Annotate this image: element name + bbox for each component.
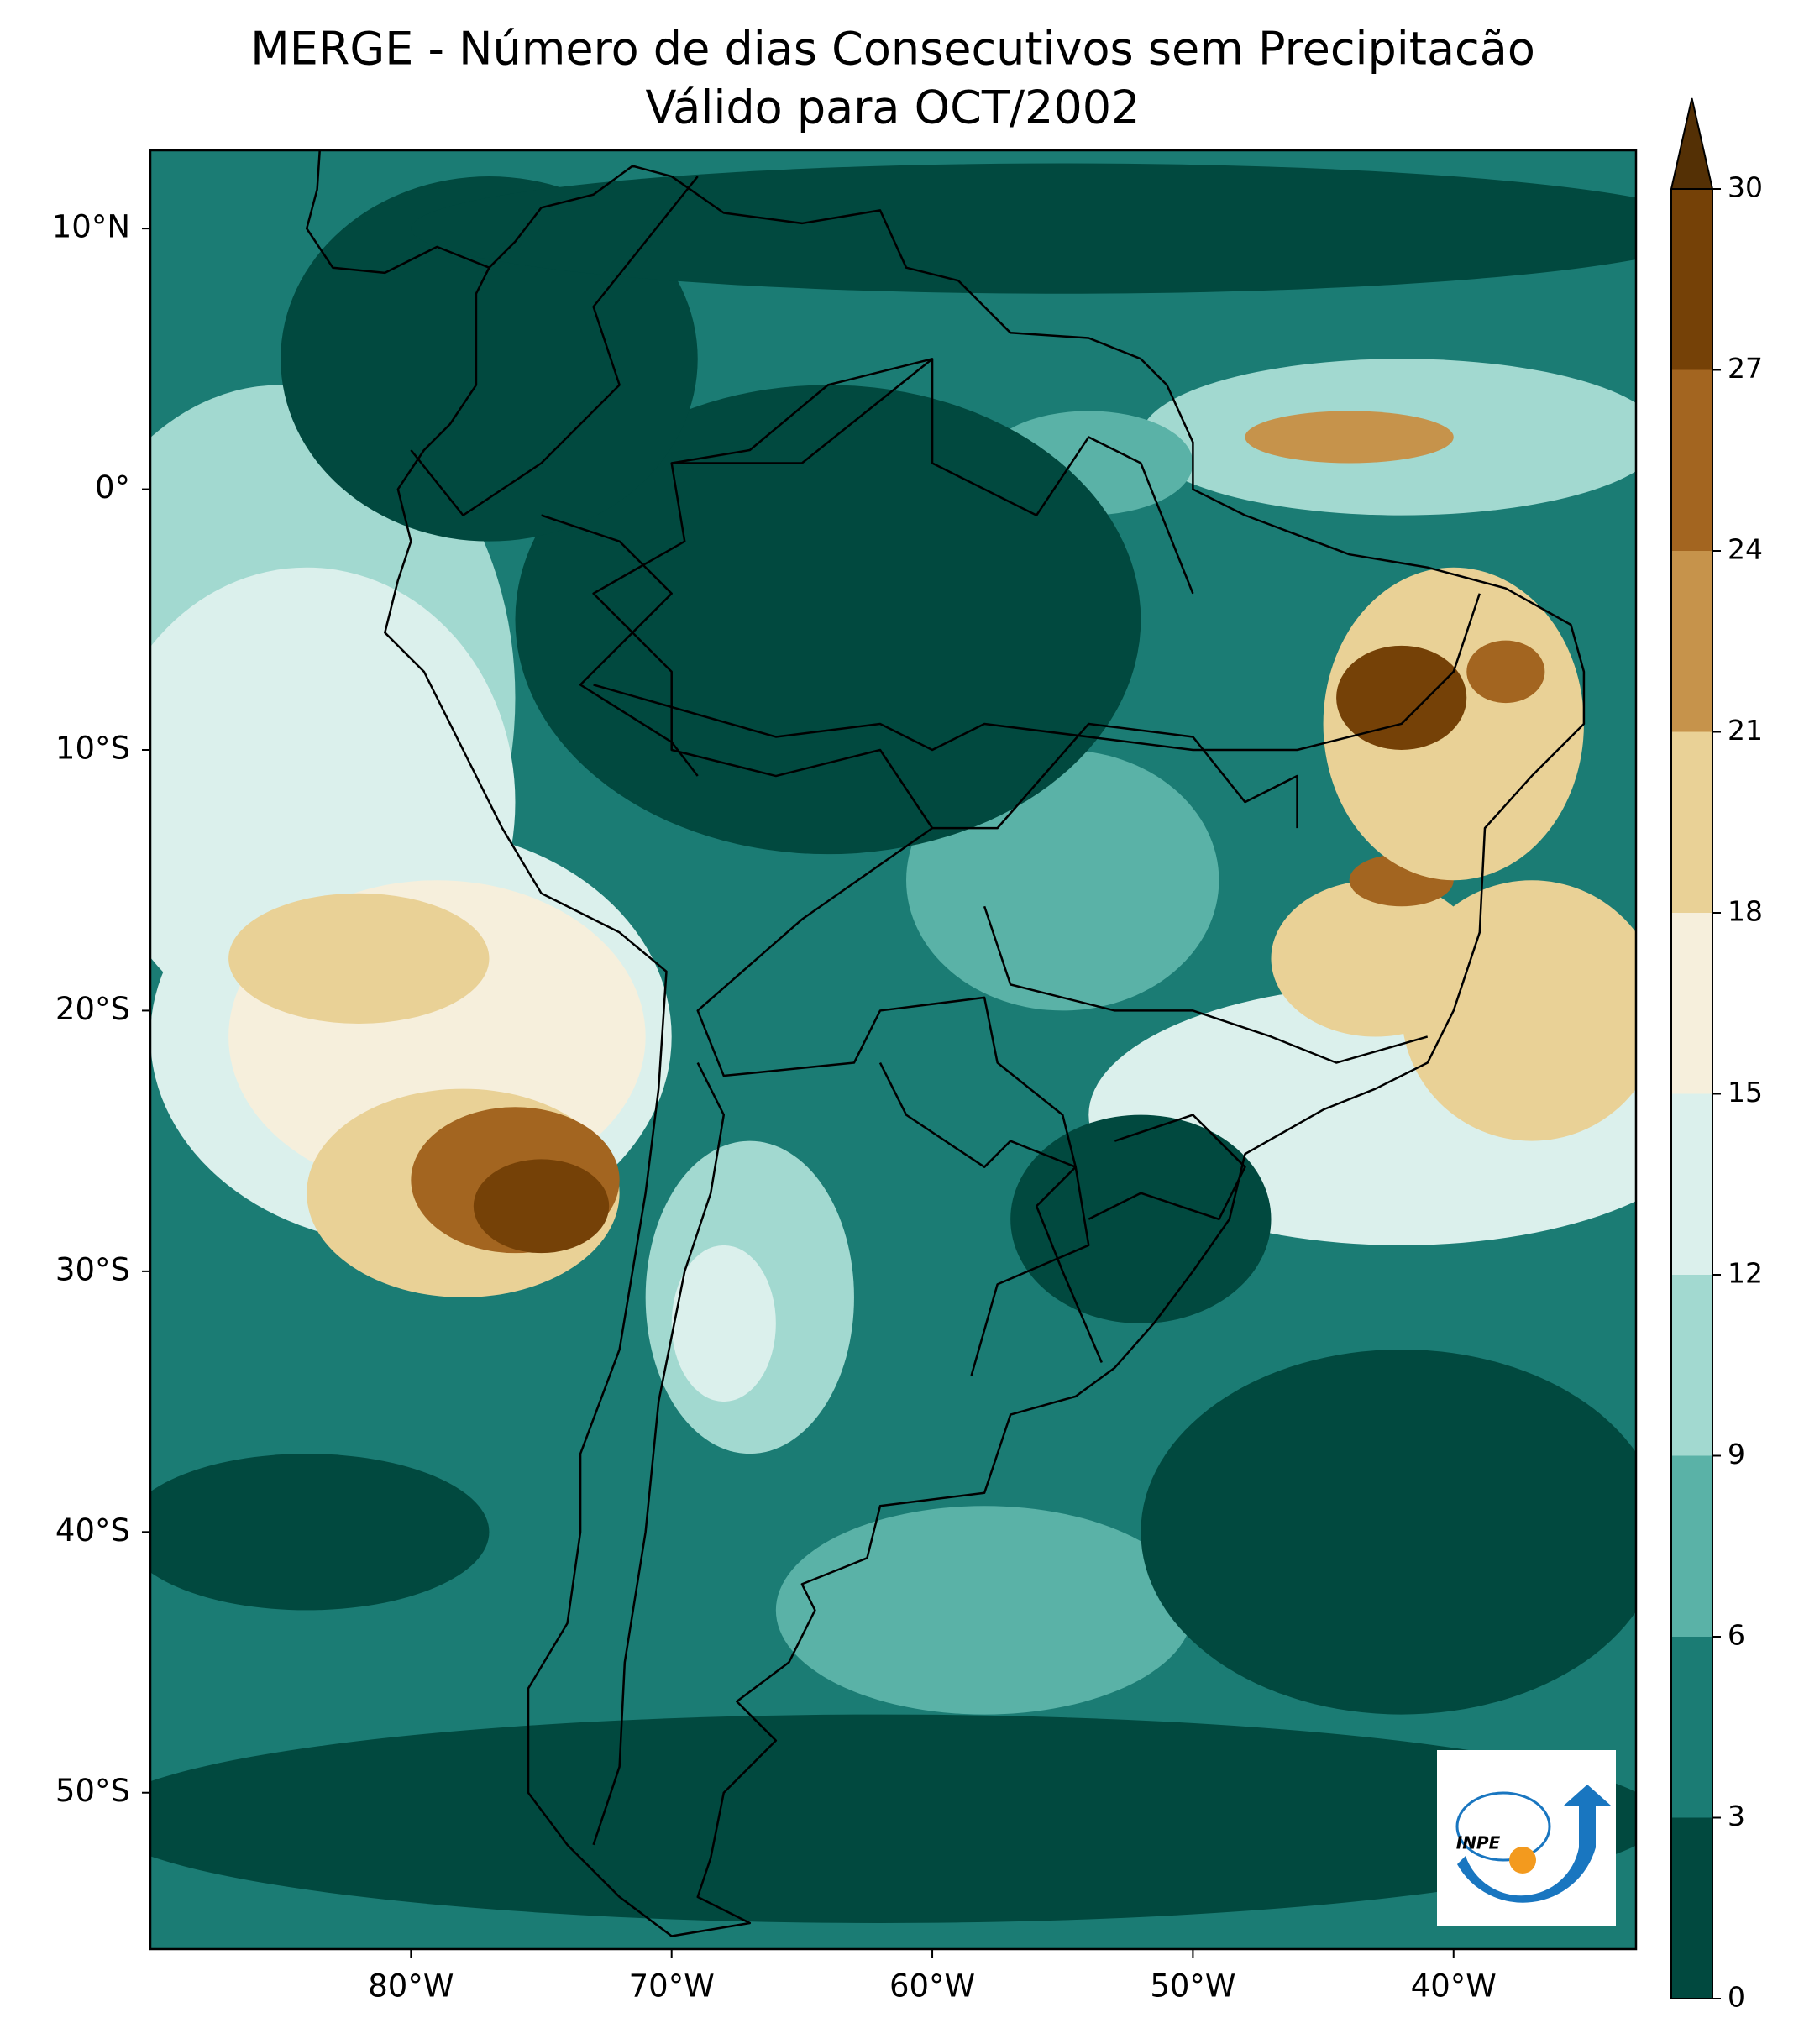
colorbar-tick-label: 9 bbox=[1728, 1438, 1745, 1470]
field-patch bbox=[1245, 411, 1454, 464]
colorbar-segment bbox=[1671, 1817, 1712, 1999]
border bbox=[984, 906, 1428, 1062]
logo-text: INPE bbox=[1456, 1833, 1501, 1853]
colorbar-tick-label: 21 bbox=[1728, 714, 1763, 747]
colorbar-segment bbox=[1671, 1093, 1712, 1275]
colorbar-tick-label: 27 bbox=[1728, 352, 1763, 385]
field-patch bbox=[671, 1245, 776, 1402]
colorbar-tick-label: 30 bbox=[1728, 171, 1763, 204]
map-subtitle: Válido para OCT/2002 bbox=[646, 81, 1141, 134]
colorbar-tick-label: 12 bbox=[1728, 1257, 1763, 1290]
colorbar-segment bbox=[1671, 913, 1712, 1094]
x-tick-label: 80°W bbox=[368, 1968, 454, 2005]
x-tick-label: 40°W bbox=[1411, 1968, 1497, 2005]
field-patch bbox=[411, 163, 1636, 294]
colorbar-tick-label: 24 bbox=[1728, 533, 1763, 566]
y-tick-label: 10°N bbox=[52, 209, 130, 245]
colorbar-segment bbox=[1671, 369, 1712, 551]
border bbox=[698, 828, 1102, 1362]
colorbar-extend bbox=[1670, 97, 1714, 190]
colorbar-segment bbox=[1671, 551, 1712, 732]
colorbar-segment bbox=[1671, 1275, 1712, 1456]
border bbox=[542, 516, 698, 776]
field-patch bbox=[473, 1159, 610, 1254]
border bbox=[594, 359, 1298, 828]
field-patch bbox=[150, 1454, 490, 1611]
field-patch bbox=[1141, 1350, 1636, 1715]
field-patch bbox=[1010, 1114, 1272, 1323]
coastline bbox=[307, 150, 489, 273]
border bbox=[1088, 1115, 1245, 1219]
map-area: INPE bbox=[150, 150, 1636, 1949]
x-tick-label: 70°W bbox=[629, 1968, 715, 2005]
colorbar-segment bbox=[1671, 189, 1712, 370]
border bbox=[672, 359, 1193, 593]
y-tick-label: 50°S bbox=[55, 1773, 130, 1809]
y-tick-label: 40°S bbox=[55, 1512, 130, 1549]
field-patch bbox=[1271, 880, 1480, 1037]
y-tick-label: 20°S bbox=[55, 991, 130, 1027]
field-patch bbox=[775, 1506, 1193, 1715]
logo: INPE bbox=[1437, 1750, 1616, 1926]
y-tick-label: 10°S bbox=[55, 731, 130, 767]
y-tick-label: 0° bbox=[95, 469, 130, 506]
y-tick-label: 30°S bbox=[55, 1251, 130, 1287]
border bbox=[411, 176, 697, 516]
map-title: MERGE - Número de dias Consecutivos sem … bbox=[250, 23, 1535, 76]
field-patch bbox=[150, 1714, 1636, 1923]
border bbox=[594, 594, 1480, 750]
colorbar-tick-label: 3 bbox=[1728, 1800, 1745, 1832]
logo-orbit bbox=[1455, 1791, 1551, 1862]
field-patch bbox=[228, 893, 490, 1024]
colorbar-segment bbox=[1671, 1637, 1712, 1818]
coastline bbox=[385, 166, 1584, 1937]
colorbar-tick-label: 18 bbox=[1728, 895, 1763, 928]
colorbar-tick-label: 15 bbox=[1728, 1076, 1763, 1108]
geo-layer bbox=[150, 150, 1636, 1949]
colorbar-segment bbox=[1671, 731, 1712, 913]
border bbox=[880, 1063, 1088, 1376]
colorbar-segment bbox=[1671, 1455, 1712, 1637]
colorbar-tick-label: 6 bbox=[1728, 1619, 1745, 1652]
map-frame bbox=[149, 149, 1638, 1951]
field-patch bbox=[1466, 640, 1545, 704]
border bbox=[594, 1063, 724, 1845]
x-tick-label: 60°W bbox=[889, 1968, 975, 2005]
colorbar: 0 3 6 9 12 15 18 21 24 27 30 bbox=[1670, 97, 1763, 2014]
colorbar-tick-label: 0 bbox=[1728, 1981, 1745, 2014]
logo-sun bbox=[1509, 1847, 1536, 1874]
logo-arrow bbox=[1457, 1785, 1611, 1903]
field-patch bbox=[1336, 645, 1467, 750]
axes: 80°W 70°W 60°W 50°W 40°W 10°N 0° 10°S 20°S 30°S 40… bbox=[52, 209, 1497, 2005]
x-tick-label: 50°W bbox=[1150, 1968, 1235, 2005]
